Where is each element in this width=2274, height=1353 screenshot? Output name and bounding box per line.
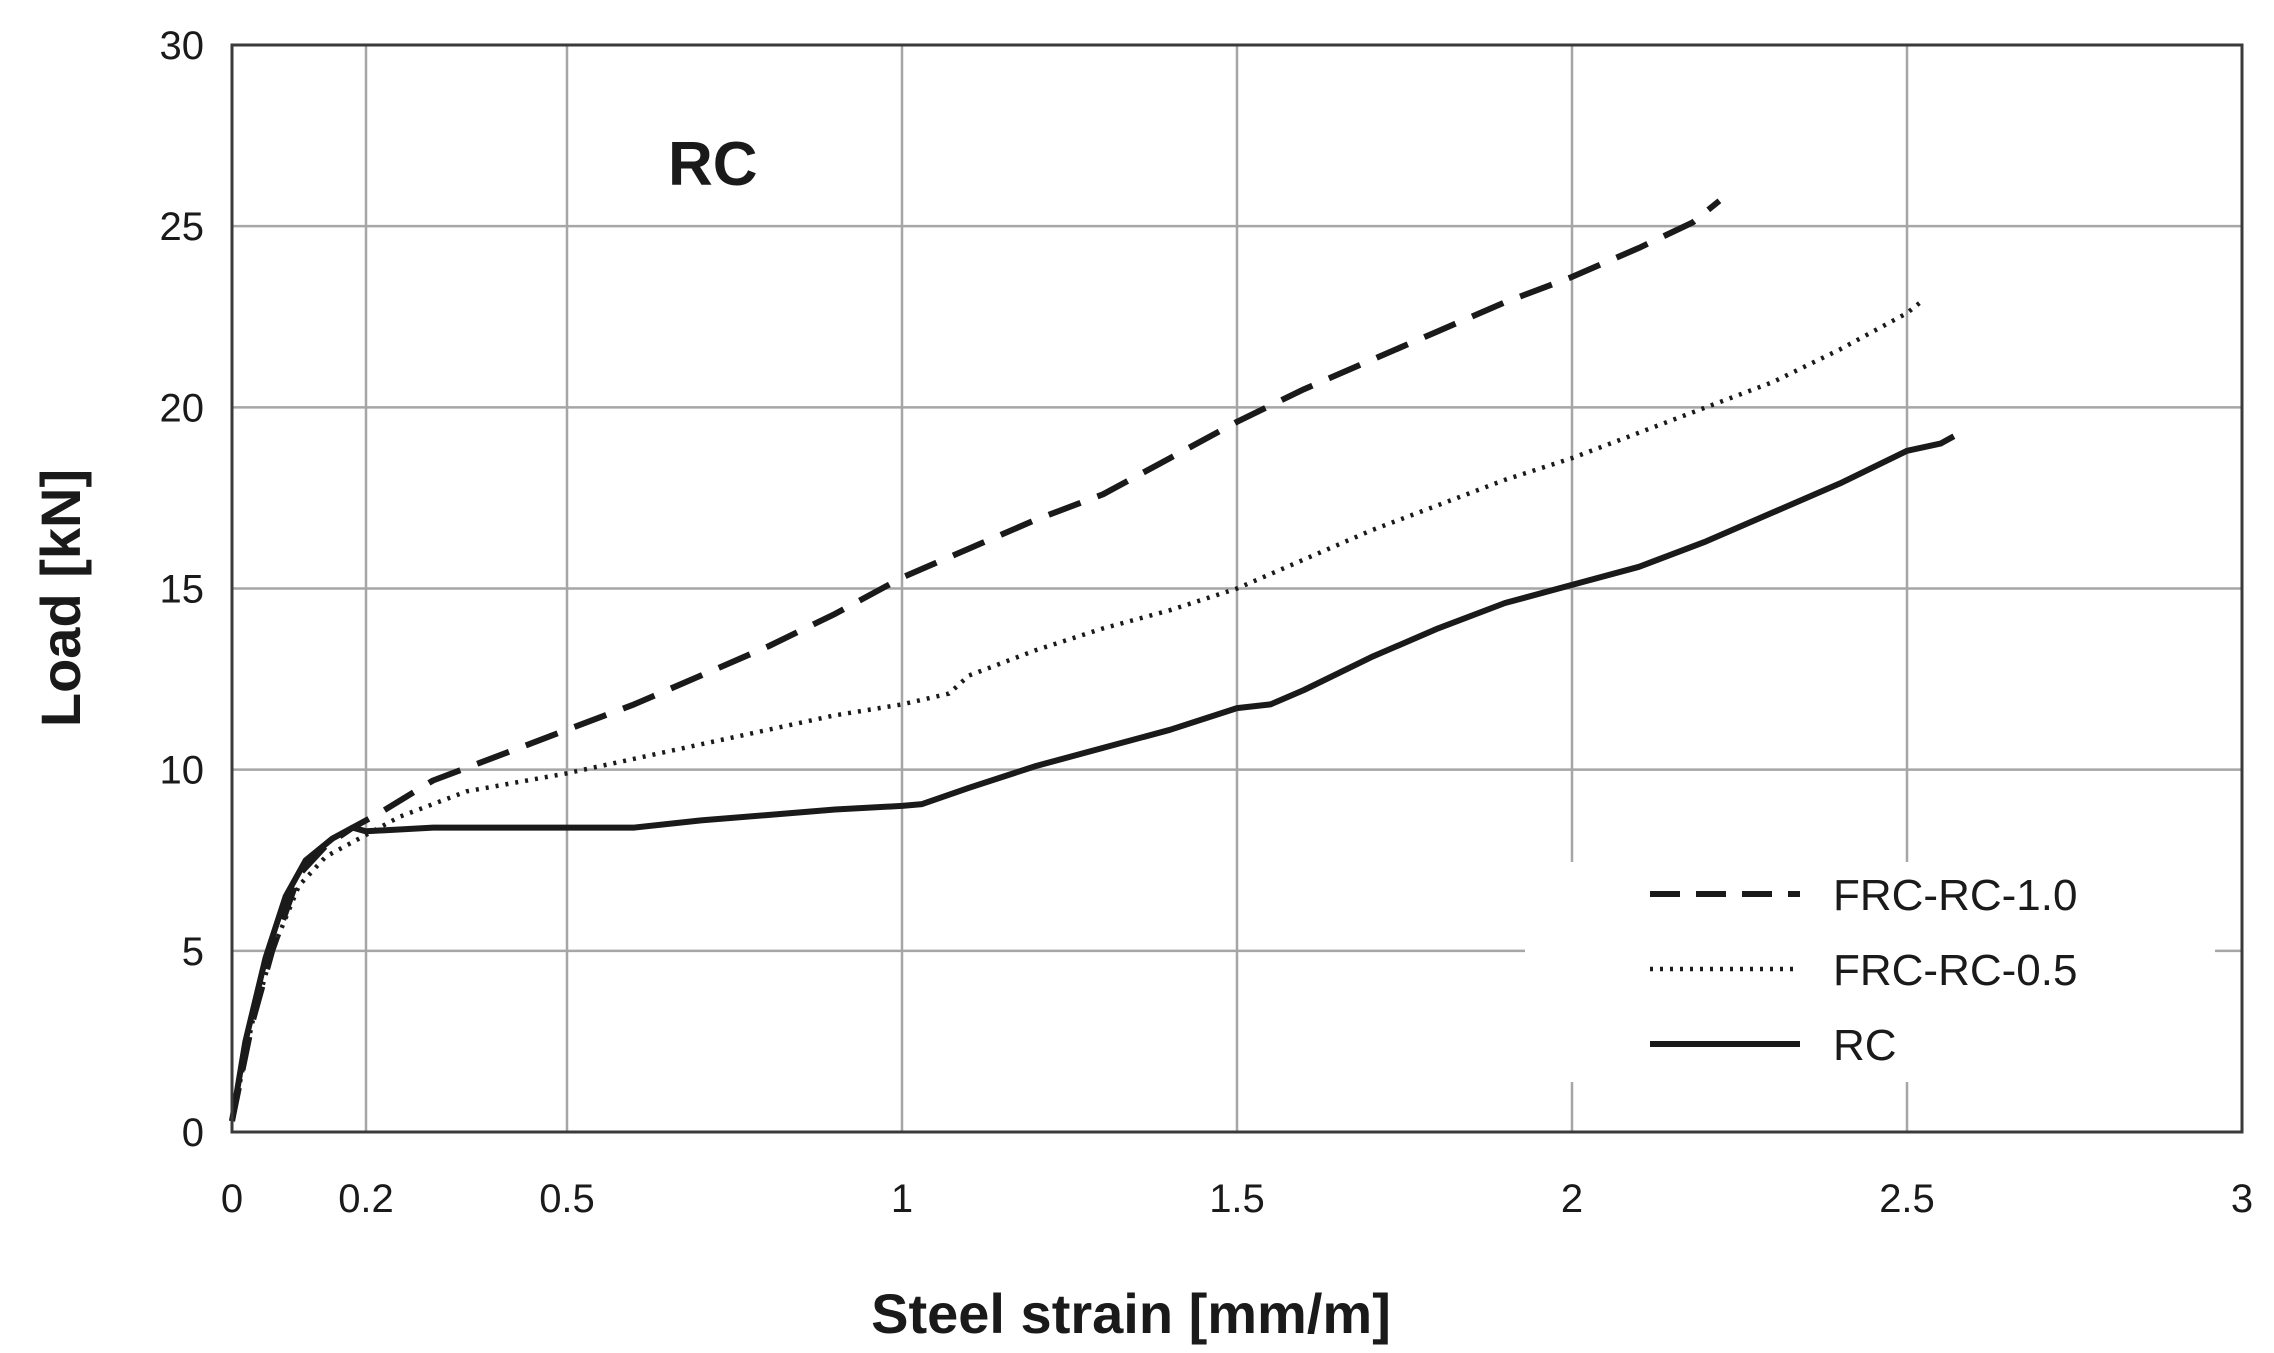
series-lines [229, 198, 1956, 1122]
x-tick-label: 3 [2231, 1177, 2253, 1221]
legend-background [1525, 862, 2215, 1082]
y-tick-label: 10 [160, 749, 205, 793]
plot-border [230, 43, 2244, 1134]
y-axis-title: Load [kN] [29, 469, 92, 727]
legend-label-frc-rc-0-5: FRC-RC-0.5 [1833, 946, 2077, 995]
legend-label-frc-rc-1-0: FRC-RC-1.0 [1833, 871, 2077, 920]
x-tick-label: 1 [891, 1177, 913, 1221]
legend: FRC-RC-1.0 FRC-RC-0.5 RC [1650, 871, 2077, 1070]
series-line-rc [229, 433, 1956, 1122]
x-tick-label: 1.5 [1209, 1177, 1265, 1221]
x-tick-label: 0.2 [338, 1177, 394, 1221]
y-tick-label: 20 [160, 386, 205, 430]
y-tick-label: 0 [182, 1111, 204, 1155]
y-tick-label: 5 [182, 930, 204, 974]
chart-annotation: RC [668, 130, 758, 199]
legend-label-rc: RC [1833, 1021, 1897, 1070]
x-tick-label: 0 [221, 1177, 243, 1221]
series-line-frc-rc-1-0 [229, 198, 1722, 1122]
x-axis-title: Steel strain [mm/m] [871, 1282, 1391, 1345]
x-tick-label: 0.5 [539, 1177, 595, 1221]
y-tick-label: 15 [160, 568, 205, 612]
y-tick-label: 25 [160, 205, 205, 249]
x-tick-label: 2 [1561, 1177, 1583, 1221]
x-tick-label: 2.5 [1879, 1177, 1935, 1221]
y-tick-label: 30 [160, 24, 205, 68]
